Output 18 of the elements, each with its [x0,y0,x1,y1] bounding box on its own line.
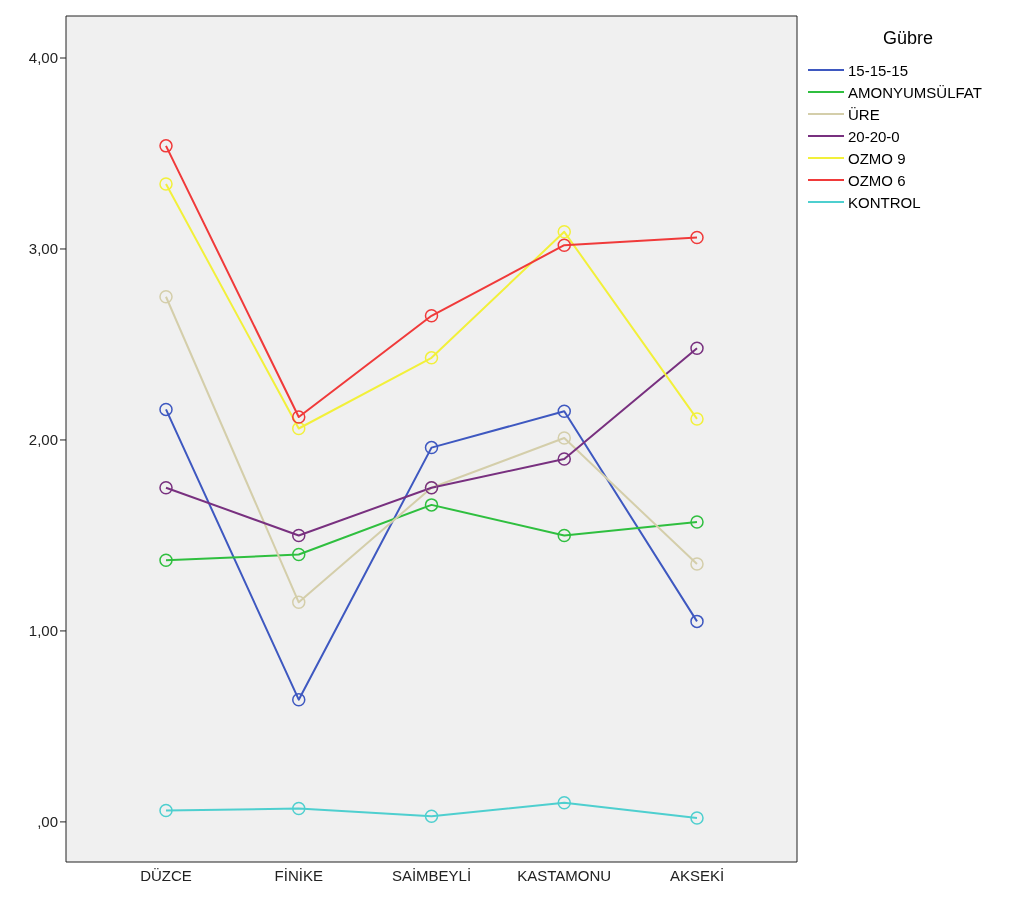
legend-title: Gübre [882,28,934,49]
y-tick-label: ,00 [37,813,58,831]
legend-label: 20-20-0 [848,127,900,145]
legend-label: ÜRE [848,105,880,123]
x-tick-label: SAİMBEYLİ [391,866,472,884]
y-tick-label: 2,00 [28,431,58,449]
legend-label: 15-15-15 [848,61,909,79]
y-tick-label: 4,00 [28,49,58,67]
legend-label: OZMO 6 [848,171,906,189]
legend-label: KONTROL [848,193,921,211]
legend-label: OZMO 9 [848,149,906,167]
y-tick-label: 1,00 [28,622,58,640]
y-tick-label: 3,00 [28,240,58,258]
x-tick-label: DÜZCE [140,866,192,884]
x-tick-label: AKSEKİ [669,866,725,884]
x-tick-label: FİNİKE [274,866,323,884]
x-tick-label: KASTAMONU [517,866,612,884]
legend-label: AMONYUMSÜLFAT [848,83,982,101]
